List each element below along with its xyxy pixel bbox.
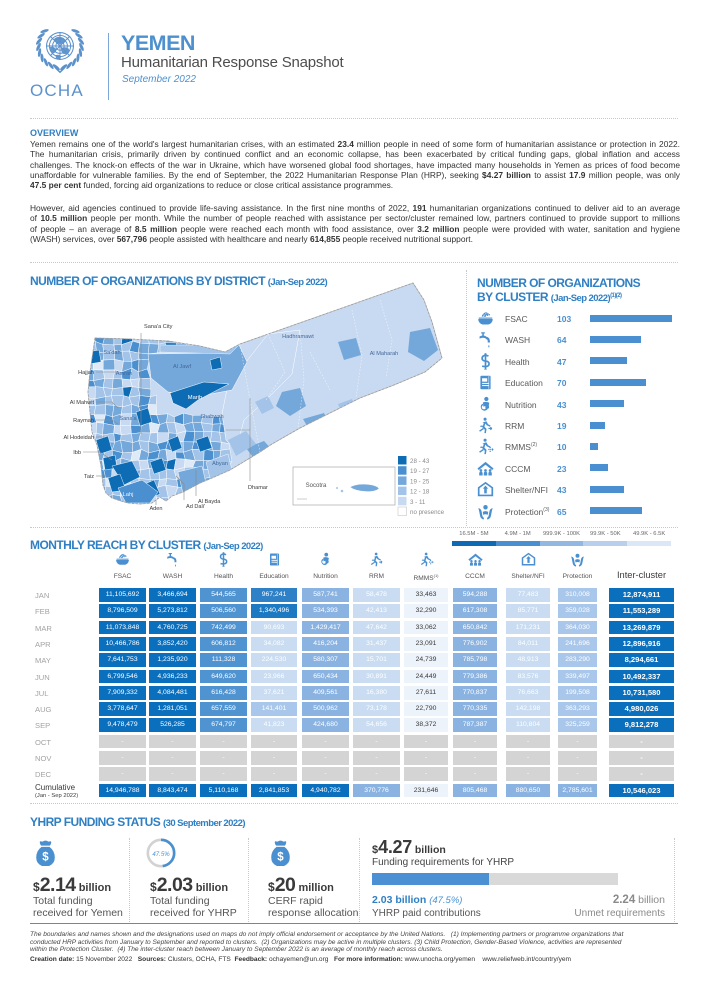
svg-text:Hajjah: Hajjah: [78, 370, 94, 376]
svg-text:Al Hodeidah: Al Hodeidah: [64, 435, 94, 441]
svg-text:$: $: [277, 852, 284, 864]
svg-text:Al Bayda: Al Bayda: [198, 499, 221, 505]
svg-text:Taiz: Taiz: [84, 474, 94, 480]
svg-text:Hadhramawt: Hadhramawt: [282, 334, 314, 340]
svg-text:Dhamar: Dhamar: [248, 485, 268, 491]
svg-text:Ibb: Ibb: [73, 450, 81, 456]
svg-text:28 - 43: 28 - 43: [410, 458, 430, 465]
svg-text:Al Jawf: Al Jawf: [173, 364, 191, 370]
svg-text:3 - 11: 3 - 11: [410, 499, 426, 506]
svg-text:Sana'a: Sana'a: [119, 416, 137, 422]
svg-text:Amran: Amran: [116, 371, 132, 377]
svg-text:Shabwah: Shabwah: [200, 414, 223, 420]
svg-text:$: $: [42, 852, 49, 864]
svg-text:Sana'a City: Sana'a City: [144, 324, 173, 330]
svg-text:Lahj: Lahj: [123, 492, 134, 498]
svg-text:Al Maharah: Al Maharah: [370, 351, 399, 357]
svg-text:Ad Dali': Ad Dali': [186, 504, 205, 510]
svg-text:Raymah: Raymah: [73, 418, 94, 424]
svg-text:Socotra: Socotra: [306, 483, 327, 489]
svg-text:no presence: no presence: [410, 509, 445, 516]
svg-text:Al Mahwit: Al Mahwit: [70, 400, 95, 406]
svg-text:Aden: Aden: [149, 506, 162, 512]
svg-text:47.5%: 47.5%: [152, 851, 170, 858]
svg-text:Sa'dah: Sa'dah: [103, 350, 120, 356]
svg-text:19 - 25: 19 - 25: [410, 478, 430, 485]
svg-text:12 - 18: 12 - 18: [410, 489, 430, 496]
svg-text:19 - 27: 19 - 27: [410, 468, 430, 475]
svg-text:Marib: Marib: [188, 395, 203, 401]
svg-text:Abyan: Abyan: [212, 461, 228, 467]
